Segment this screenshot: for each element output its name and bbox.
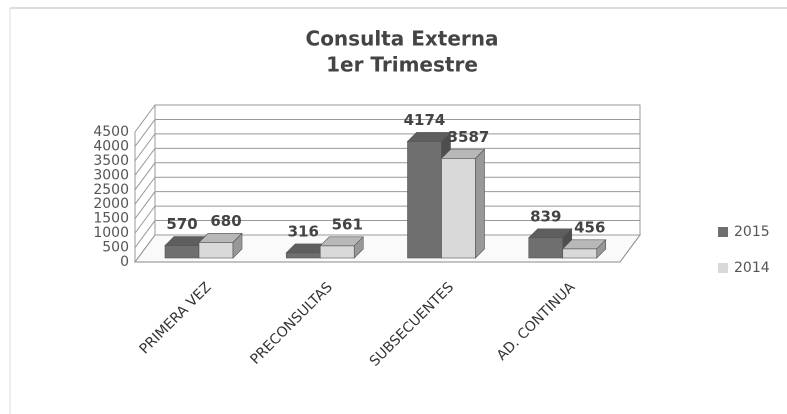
y-tick-label: 3500 <box>93 153 129 169</box>
y-tick-label: 4500 <box>93 124 129 140</box>
y-tick-label: 1500 <box>93 211 129 227</box>
bar-front <box>319 245 355 259</box>
bar-side <box>232 232 243 259</box>
legend-label: 2014 <box>734 260 770 276</box>
x-tick-label: PRIMERA VEZ <box>137 279 215 357</box>
grid-line <box>134 118 640 147</box>
value-label: 839 <box>530 207 561 225</box>
y-tick-label: 4000 <box>93 138 129 154</box>
x-tick-label: AD. CONTINUA <box>494 279 579 364</box>
value-label: 3587 <box>448 128 490 146</box>
y-tick-label: 2000 <box>93 196 129 212</box>
legend-label: 2015 <box>734 224 770 240</box>
bar-front <box>407 141 442 259</box>
value-label: 680 <box>210 212 241 230</box>
bar-front <box>562 248 598 259</box>
bar-front <box>285 252 321 259</box>
grid-line <box>134 133 640 162</box>
grid-line <box>134 104 640 133</box>
value-label: 316 <box>288 222 319 240</box>
x-tick-label: PRECONSULTAS <box>247 279 336 368</box>
bar-front <box>164 245 200 259</box>
bar-side <box>475 148 485 259</box>
bar-front <box>441 158 476 259</box>
legend-swatch <box>718 227 728 237</box>
bar <box>198 232 243 259</box>
y-tick-label: 1000 <box>93 225 129 241</box>
chart-title: Consulta Externa <box>306 27 499 51</box>
y-tick-label: 2500 <box>93 182 129 198</box>
bar <box>562 239 607 259</box>
grid-line <box>134 176 640 205</box>
legend-swatch <box>718 263 728 273</box>
grid-line <box>134 147 640 176</box>
bar-side <box>596 239 607 259</box>
y-tick-label: 0 <box>120 254 129 270</box>
bar-front <box>198 242 234 259</box>
value-label: 456 <box>574 218 605 236</box>
value-label: 570 <box>166 215 197 233</box>
bar <box>440 148 486 259</box>
bar <box>319 236 364 259</box>
chart-subtitle: 1er Trimestre <box>326 53 478 77</box>
y-tick-label: 3000 <box>93 167 129 183</box>
value-label: 561 <box>332 215 363 233</box>
x-tick-label: SUBSECUENTES <box>367 279 457 369</box>
value-label: 4174 <box>404 111 446 129</box>
bar-side <box>353 236 364 259</box>
grid-line <box>134 162 640 191</box>
y-tick-label: 500 <box>102 240 129 256</box>
bar-front <box>528 237 564 259</box>
